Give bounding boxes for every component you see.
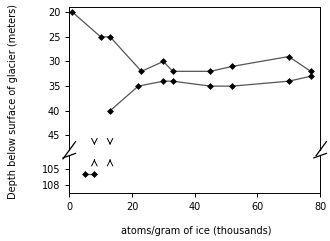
- Text: atoms/gram of ice (thousands): atoms/gram of ice (thousands): [121, 226, 272, 236]
- Text: Depth below surface of glacier (meters): Depth below surface of glacier (meters): [8, 4, 18, 199]
